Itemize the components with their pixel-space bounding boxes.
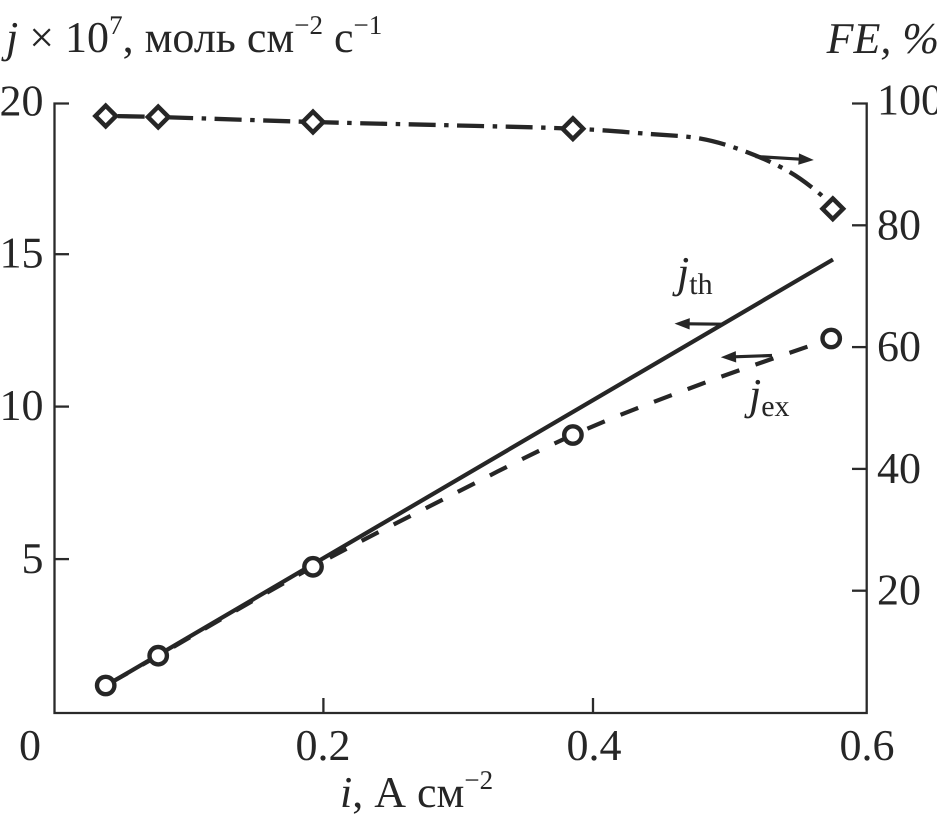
svg-text:20: 20 bbox=[0, 77, 44, 126]
svg-text:40: 40 bbox=[877, 444, 921, 493]
svg-text:80: 80 bbox=[877, 200, 921, 249]
svg-text:0: 0 bbox=[19, 721, 41, 770]
svg-text:15: 15 bbox=[0, 229, 44, 278]
svg-text:100: 100 bbox=[877, 76, 937, 125]
svg-text:10: 10 bbox=[0, 381, 44, 430]
svg-text:20: 20 bbox=[877, 566, 921, 615]
svg-text:FE, %: FE, % bbox=[826, 14, 937, 63]
svg-text:5: 5 bbox=[22, 534, 44, 583]
svg-text:0.2: 0.2 bbox=[296, 721, 351, 770]
svg-text:j × 107, моль см−2 с−1: j × 107, моль см−2 с−1 bbox=[1, 10, 382, 62]
svg-text:60: 60 bbox=[877, 322, 921, 371]
svg-text:0.4: 0.4 bbox=[567, 721, 622, 770]
svg-text:0.6: 0.6 bbox=[840, 721, 895, 770]
